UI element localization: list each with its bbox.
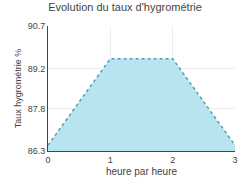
svg-text:Taux hygrométrie %: Taux hygrométrie % [13,49,23,129]
svg-text:3: 3 [232,155,237,165]
svg-text:1: 1 [108,155,113,165]
svg-text:0: 0 [45,155,50,165]
svg-text:87.8: 87.8 [28,104,46,114]
svg-text:86.3: 86.3 [28,146,46,156]
svg-text:Evolution du taux d'hygrométri: Evolution du taux d'hygrométrie [48,1,202,13]
svg-text:90.7: 90.7 [28,21,46,31]
svg-text:heure par heure: heure par heure [106,166,178,177]
svg-text:2: 2 [170,155,175,165]
svg-text:89.2: 89.2 [28,64,46,74]
